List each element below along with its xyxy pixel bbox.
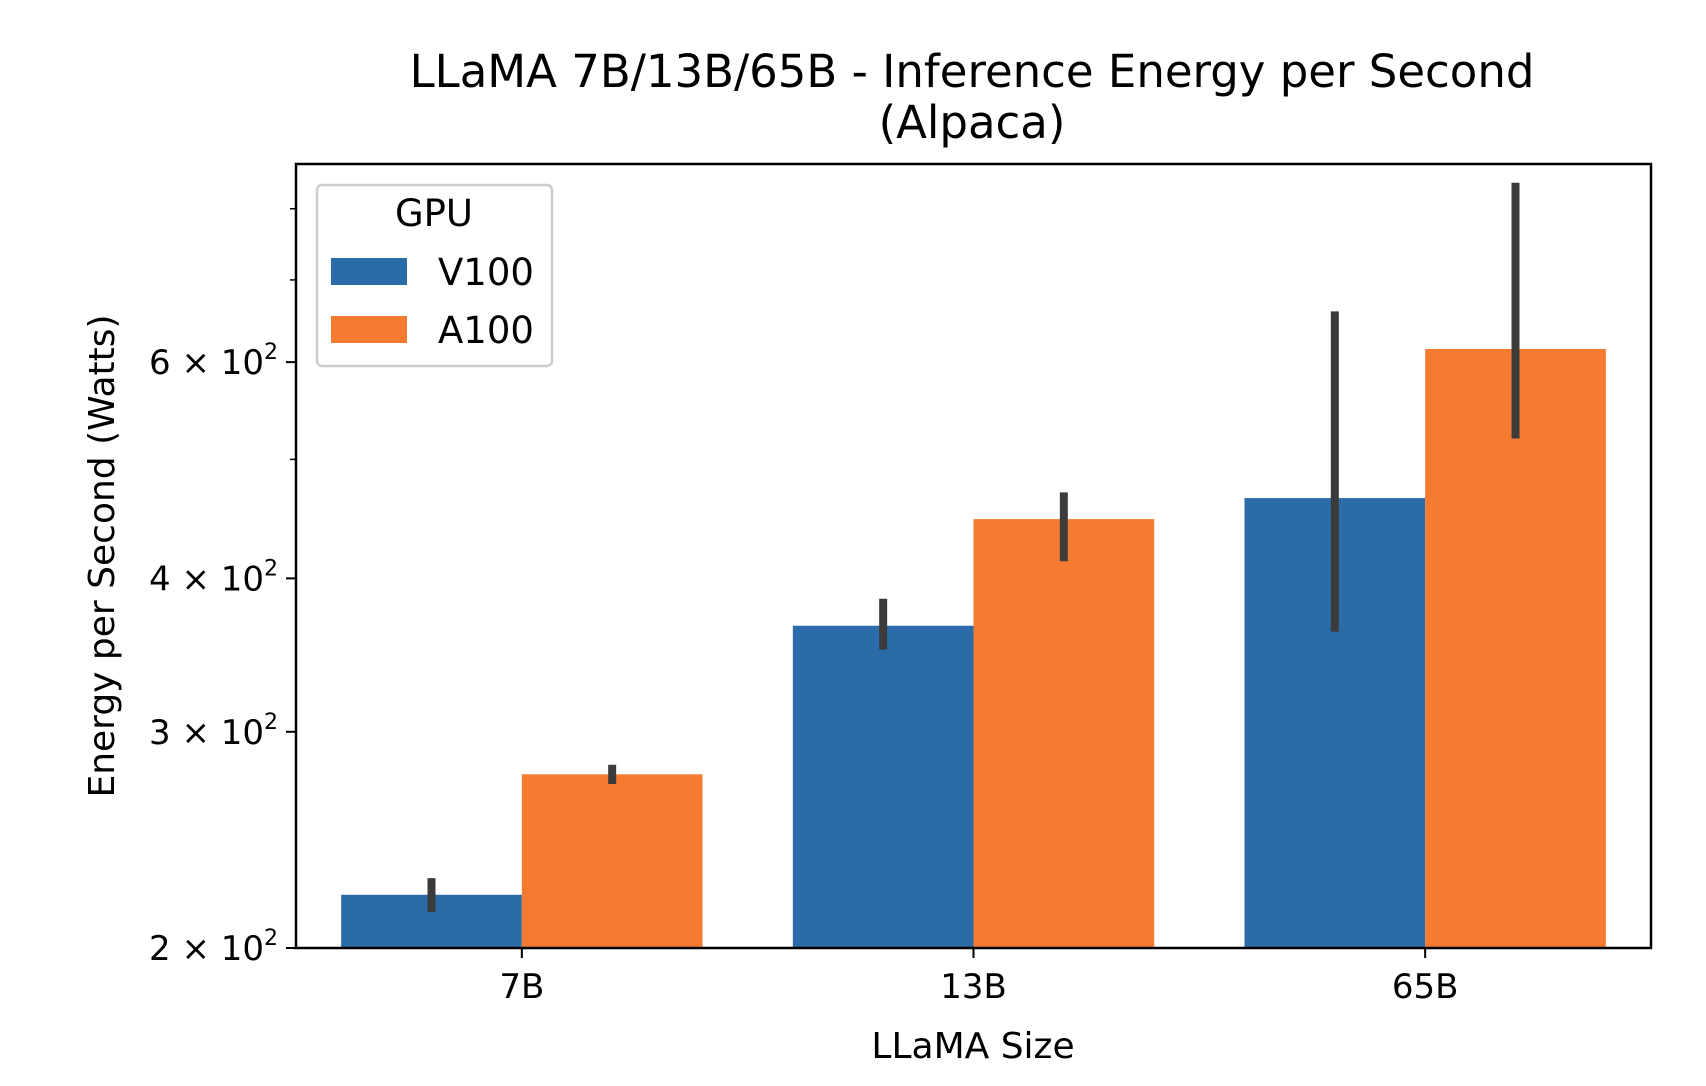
x-axis-ticks: 7B 13B 65B [499,948,1458,1007]
x-tick-label-65b: 65B [1392,967,1459,1007]
legend-swatch-v100 [331,258,407,285]
legend-title: GPU [395,192,473,235]
bar-a100-13b [973,519,1155,948]
legend-swatch-a100 [331,316,407,343]
x-tick-label-13b: 13B [940,967,1007,1007]
y-axis-ticks: 2 × 102 3 × 102 4 × 102 6 × 102 [149,207,296,969]
y-tick-label: 4 × 102 [149,556,278,599]
bar-a100-65b [1425,348,1606,949]
y-tick-label: 3 × 102 [149,710,278,753]
y-axis-label: Energy per Second (Watts) [82,314,123,797]
errorbars-layer [427,182,1520,912]
bar-a100-7b [521,774,703,948]
chart-title-line2: (Alpaca) [879,96,1066,149]
bar-v100-13b [792,625,974,948]
y-tick-label: 6 × 102 [149,340,278,383]
legend-label-v100: V100 [438,251,534,294]
bars-layer [341,348,1606,949]
legend-label-a100: A100 [438,309,534,352]
chart-title-line1: LLaMA 7B/13B/65B - Inference Energy per … [410,45,1535,98]
x-tick-label-7b: 7B [499,967,544,1007]
y-tick-label: 2 × 102 [149,926,278,969]
legend: GPU V100 A100 [315,183,554,368]
x-axis-label: LLaMA Size [871,1026,1074,1067]
